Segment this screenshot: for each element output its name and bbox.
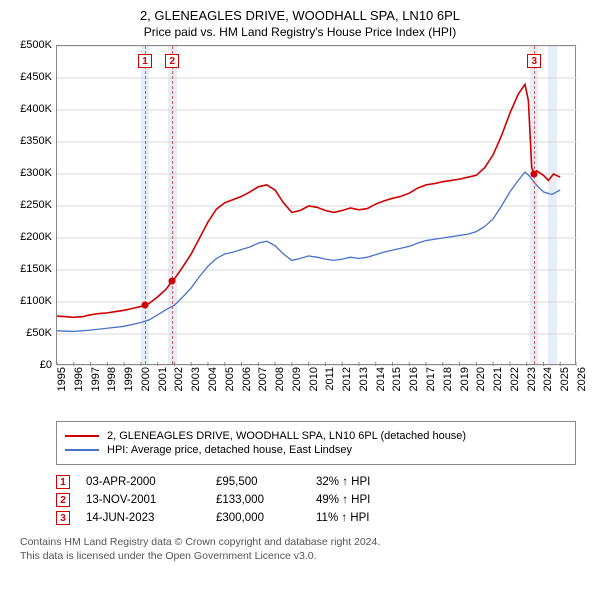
y-tick-label: £200K [20,231,52,243]
x-tick-label: 2025 [559,367,571,391]
legend-swatch [65,449,99,451]
x-tick-label: 2016 [408,367,420,391]
sale-marker-box: 3 [527,54,541,68]
x-tick-label: 2013 [358,367,370,391]
sale-row-price: £133,000 [216,494,316,506]
sale-marker-dot [531,171,538,178]
x-tick-label: 2015 [391,367,403,391]
chart-area: £0£50K£100K£150K£200K£250K£300K£350K£400… [10,45,590,365]
chart-container: 2, GLENEAGLES DRIVE, WOODHALL SPA, LN10 … [0,0,600,573]
x-tick-label: 2006 [241,367,253,391]
x-axis: 1995 1996 1997 1998 1999 2000 2001 2002 2003 2004… [56,365,576,409]
legend-item: 2, GLENEAGLES DRIVE, WOODHALL SPA, LN10 … [65,430,567,442]
y-tick-label: £100K [20,295,52,307]
x-tick-label: 2005 [224,367,236,391]
x-tick-label: 2007 [257,367,269,391]
sale-marker-dot [169,277,176,284]
sale-row-pct: 49% ↑ HPI [316,494,370,506]
x-tick-label: 2002 [173,367,185,391]
y-tick-label: £150K [20,263,52,275]
x-tick-label: 2011 [324,367,336,391]
sale-row-price: £300,000 [216,512,316,524]
y-tick-label: £300K [20,167,52,179]
sale-row-date: 03-APR-2000 [86,476,216,488]
x-tick-label: 2003 [190,367,202,391]
sale-row: 3 14-JUN-2023£300,00011% ↑ HPI [56,511,576,525]
chart-svg [57,46,577,366]
x-tick-label: 2021 [492,367,504,391]
x-tick-label: 2000 [140,367,152,391]
x-tick-label: 1997 [90,367,102,391]
sale-marker-box: 1 [138,54,152,68]
sale-row: 2 13-NOV-2001£133,00049% ↑ HPI [56,493,576,507]
y-tick-label: £400K [20,103,52,115]
x-tick-label: 1998 [106,367,118,391]
chart-title: 2, GLENEAGLES DRIVE, WOODHALL SPA, LN10 … [10,8,590,23]
x-tick-label: 1995 [56,367,68,391]
y-tick-label: £0 [40,359,52,371]
sale-row-price: £95,500 [216,476,316,488]
y-tick-label: £250K [20,199,52,211]
y-tick-label: £500K [20,39,52,51]
x-tick-label: 2022 [509,367,521,391]
x-tick-label: 1996 [73,367,85,391]
sale-marker-line [534,46,535,364]
legend-label: HPI: Average price, detached house, East… [107,444,352,456]
x-tick-label: 2026 [576,367,588,391]
sale-row-marker: 1 [56,475,70,489]
x-tick-label: 2018 [442,367,454,391]
y-tick-label: £50K [26,327,52,339]
x-tick-label: 2020 [475,367,487,391]
legend-item: HPI: Average price, detached house, East… [65,444,567,456]
sale-marker-dot [142,301,149,308]
plot-area: 12 3 [56,45,576,365]
sale-marker-line [172,46,173,364]
y-axis: £0£50K£100K£150K£200K£250K£300K£350K£400… [10,45,56,365]
footer-line2: This data is licensed under the Open Gov… [20,549,590,563]
x-tick-label: 2014 [375,367,387,391]
x-tick-label: 2008 [274,367,286,391]
series-property [57,84,560,317]
y-tick-label: £450K [20,71,52,83]
x-tick-label: 2012 [341,367,353,391]
x-tick-label: 2019 [459,367,471,391]
legend-label: 2, GLENEAGLES DRIVE, WOODHALL SPA, LN10 … [107,430,466,442]
sale-row: 1 03-APR-2000£95,50032% ↑ HPI [56,475,576,489]
y-tick-label: £350K [20,135,52,147]
legend: 2, GLENEAGLES DRIVE, WOODHALL SPA, LN10 … [56,421,576,465]
footer-line1: Contains HM Land Registry data © Crown c… [20,535,590,549]
chart-subtitle: Price paid vs. HM Land Registry's House … [10,25,590,39]
sale-row-marker: 2 [56,493,70,507]
sale-row-pct: 32% ↑ HPI [316,476,370,488]
x-tick-label: 2004 [207,367,219,391]
x-tick-label: 2009 [291,367,303,391]
x-tick-label: 2017 [425,367,437,391]
legend-swatch [65,435,99,437]
sale-row-date: 14-JUN-2023 [86,512,216,524]
footer: Contains HM Land Registry data © Crown c… [20,535,590,563]
x-tick-label: 2024 [542,367,554,391]
sales-table: 1 03-APR-2000£95,50032% ↑ HPI 2 13-NOV-2001… [56,475,576,525]
x-tick-label: 2023 [526,367,538,391]
x-tick-label: 1999 [123,367,135,391]
sale-marker-line [145,46,146,364]
sale-row-pct: 11% ↑ HPI [316,512,369,524]
sale-row-marker: 3 [56,511,70,525]
x-tick-label: 2010 [308,367,320,391]
sale-row-date: 13-NOV-2001 [86,494,216,506]
sale-marker-box: 2 [165,54,179,68]
x-tick-label: 2001 [157,367,169,391]
series-hpi [57,172,560,331]
